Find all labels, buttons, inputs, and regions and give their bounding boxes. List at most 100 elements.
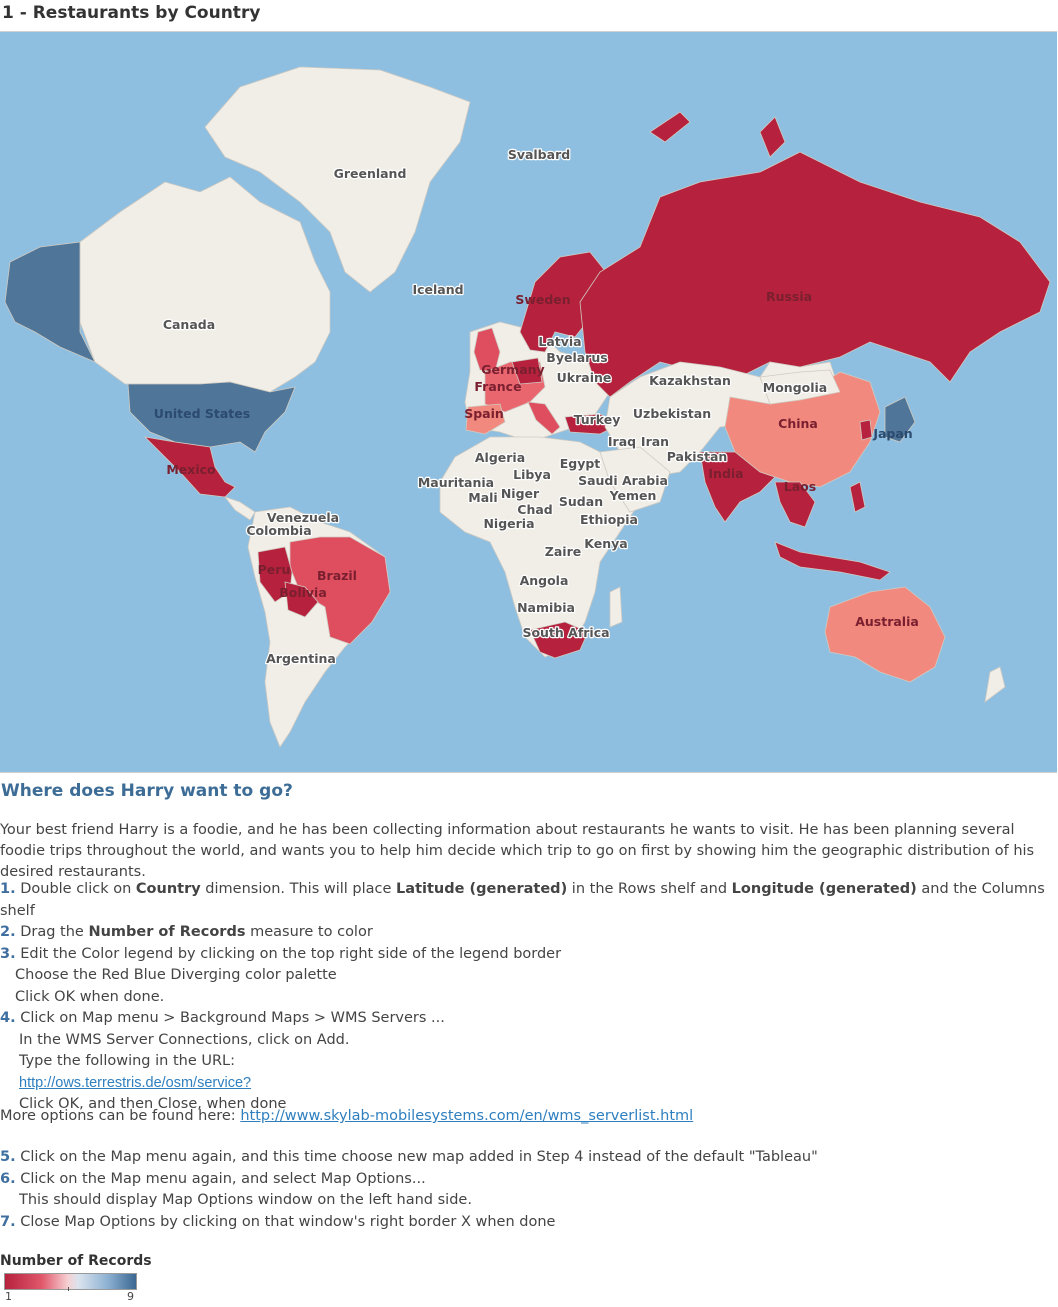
label-germany: Germany <box>481 362 544 377</box>
label-china: China <box>778 416 818 431</box>
central-america-shape[interactable] <box>223 496 256 521</box>
step-text: Close Map Options by clicking on that wi… <box>20 1213 556 1230</box>
map-canvas[interactable]: Greenland Svalbard Iceland Canada United… <box>0 32 1057 772</box>
bolivia-shape[interactable] <box>284 581 319 618</box>
novaya-zemlya-shape[interactable] <box>649 111 691 143</box>
label-kazakhstan: Kazakhstan <box>649 373 731 388</box>
label-latvia: Latvia <box>538 334 581 349</box>
usa-shape[interactable] <box>127 381 296 453</box>
label-saudi-arabia: Saudi Arabia <box>578 473 668 488</box>
label-iceland: Iceland <box>412 282 463 297</box>
step-text: and the Columns shelf <box>0 881 1045 919</box>
label-mali: Mali <box>468 490 497 505</box>
wms-serverlist-link[interactable]: http://www.skylab-mobilesystems.com/en/w… <box>240 1108 694 1124</box>
greenland-shape[interactable] <box>204 66 471 293</box>
label-mongolia: Mongolia <box>763 380 827 395</box>
arabia-shape[interactable] <box>599 446 671 513</box>
russia-shape[interactable] <box>579 151 1051 398</box>
label-france: France <box>474 379 521 394</box>
step-text: dimension. This will place <box>200 881 397 897</box>
world-map[interactable]: Greenland Svalbard Iceland Canada United… <box>0 31 1057 773</box>
step-3-line-2: Choose the Red Blue Diverging color pale… <box>15 967 337 983</box>
label-brazil: Brazil <box>317 568 357 583</box>
step-text: Edit the Color legend by clicking on the… <box>20 945 562 962</box>
label-chad: Chad <box>517 502 552 517</box>
label-turkey: Turkey <box>574 412 621 427</box>
steps-list: 1. Double click on Country dimension. Th… <box>0 879 1050 1116</box>
arctic-island-shape[interactable] <box>759 116 786 158</box>
step-number: 5. <box>0 1149 16 1165</box>
step-3: 3. Edit the Color legend by clicking on … <box>0 944 1050 966</box>
southeast-asia-shape[interactable] <box>774 481 816 528</box>
korea-shape[interactable] <box>859 419 873 441</box>
label-libya: Libya <box>513 467 551 482</box>
step-4-line-5: Click OK, and then Close, when done <box>19 1096 287 1112</box>
label-zaire: Zaire <box>545 544 581 559</box>
label-sudan: Sudan <box>559 494 603 509</box>
label-niger: Niger <box>501 486 540 501</box>
label-svalbard: Svalbard <box>508 147 570 162</box>
india-shape[interactable] <box>699 451 776 523</box>
label-iraq: Iraq <box>608 434 636 449</box>
australia-shape[interactable] <box>824 586 946 683</box>
indonesia-shape[interactable] <box>774 541 891 581</box>
label-uzbekistan: Uzbekistan <box>633 406 711 421</box>
step-6: 6. Click on the Map menu again, and sele… <box>0 1169 1050 1191</box>
step-4-line-3: Type the following in the URL: <box>19 1053 235 1069</box>
label-spain: Spain <box>464 406 504 421</box>
label-russia: Russia <box>766 289 812 304</box>
label-laos: Laos <box>784 479 816 494</box>
step-4-url-line: http://ows.terrestris.de/osm/service? <box>0 1073 1050 1095</box>
label-colombia: Colombia <box>246 523 311 538</box>
label-namibia: Namibia <box>517 600 575 615</box>
philippines-shape[interactable] <box>849 481 866 513</box>
label-venezuela: Venezuela <box>267 510 339 525</box>
label-japan: Japan <box>872 426 912 441</box>
new-zealand-shape[interactable] <box>984 666 1006 703</box>
step-number: 1. <box>0 881 16 897</box>
label-iran: Iran <box>641 434 669 449</box>
spain-shape[interactable] <box>465 403 506 435</box>
madagascar-shape[interactable] <box>609 586 623 628</box>
legend-center-tick <box>68 1287 69 1291</box>
africa-shape[interactable] <box>439 436 641 658</box>
label-ukraine: Ukraine <box>557 370 612 385</box>
step-2: 2. Drag the Number of Records measure to… <box>0 922 1050 944</box>
sheet-title: 1 - Restaurants by Country <box>2 3 261 23</box>
mexico-shape[interactable] <box>143 436 236 498</box>
legend-title[interactable]: Number of Records <box>0 1253 152 1269</box>
step-text: Click on Map menu > Background Maps > WM… <box>20 1010 445 1026</box>
alaska-shape[interactable] <box>4 241 96 363</box>
label-kenya: Kenya <box>584 536 627 551</box>
label-canada: Canada <box>163 317 215 332</box>
legend-min-value: 1 <box>5 1290 12 1303</box>
step-number: 4. <box>0 1010 16 1026</box>
step-5: 5. Click on the Map menu again, and this… <box>0 1147 1050 1169</box>
step-emphasis: Country <box>135 881 201 897</box>
label-south-africa: South Africa <box>522 625 609 640</box>
label-nigeria: Nigeria <box>483 516 534 531</box>
step-number: 2. <box>0 924 16 940</box>
italy-shape[interactable] <box>527 401 561 435</box>
label-byelarus: Byelarus <box>546 350 607 365</box>
label-united-states: United States <box>154 406 250 421</box>
south-africa-shape[interactable] <box>529 621 589 659</box>
label-pakistan: Pakistan <box>667 449 728 464</box>
color-legend-bar[interactable] <box>4 1273 137 1290</box>
step-text: Click on the Map menu again, and this ti… <box>20 1149 818 1165</box>
label-sweden: Sweden <box>515 292 570 307</box>
step-emphasis: Latitude (generated) <box>396 881 568 897</box>
label-mexico: Mexico <box>166 462 216 477</box>
label-australia: Australia <box>855 614 919 629</box>
japan-shape[interactable] <box>884 396 916 443</box>
legend-max-value: 9 <box>127 1290 134 1303</box>
step-text: measure to color <box>245 924 373 940</box>
wms-url-link[interactable]: http://ows.terrestris.de/osm/service? <box>19 1074 252 1091</box>
mongolia-shape[interactable] <box>759 369 841 405</box>
step-number: 7. <box>0 1213 16 1230</box>
label-peru: Peru <box>258 562 291 577</box>
label-angola: Angola <box>520 573 569 588</box>
germany-shape[interactable] <box>511 357 543 385</box>
label-greenland: Greenland <box>334 166 407 181</box>
label-ethiopia: Ethiopia <box>580 512 638 527</box>
